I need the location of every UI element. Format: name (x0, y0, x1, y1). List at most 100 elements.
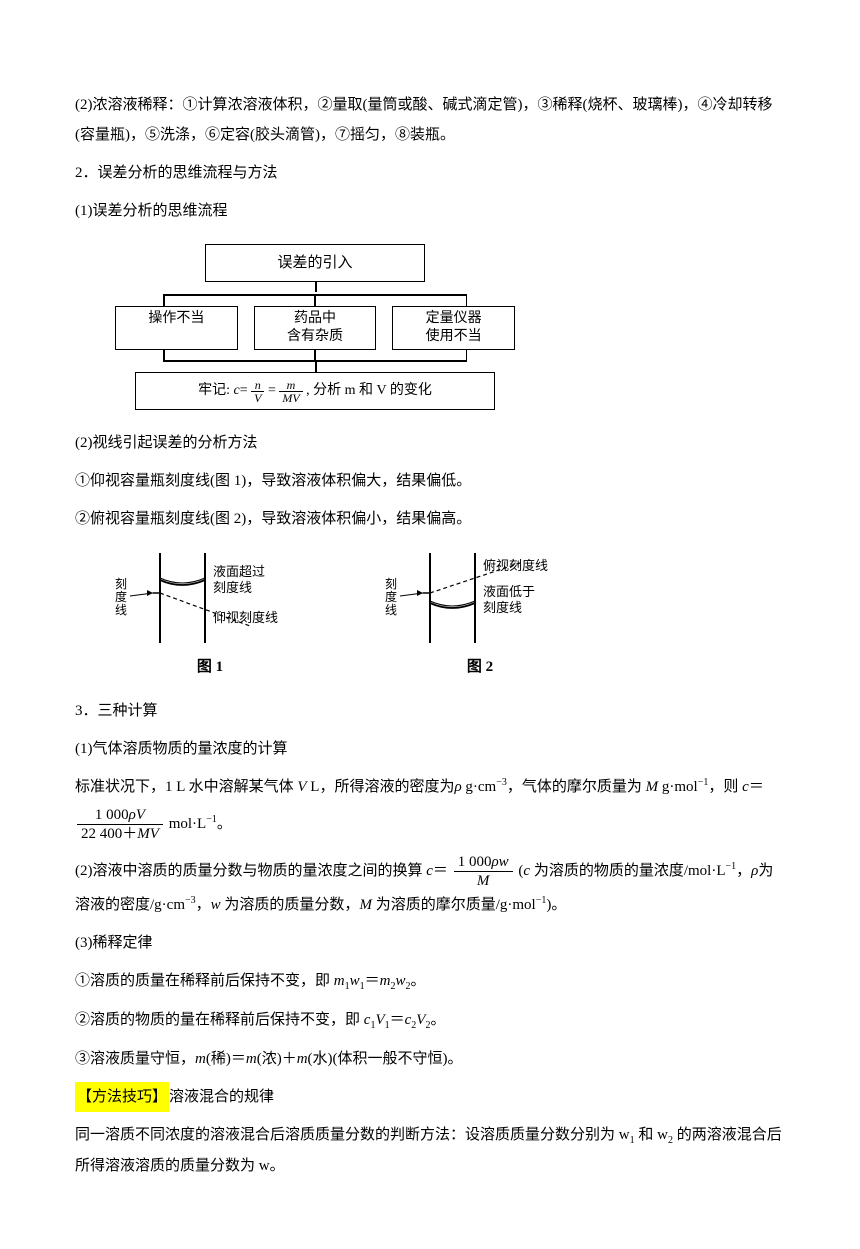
fraction-2: 1 000ρw M (454, 853, 513, 890)
flowchart-middle-row: 操作不当 药品中 含有杂质 定量仪器 使用不当 (115, 306, 515, 350)
paragraph-1-1: (1)误差分析的思维流程 (75, 196, 785, 226)
t: )。 (546, 897, 566, 913)
v: m (334, 973, 345, 989)
paragraph-look-up: ①仰视容量瓶刻度线(图 1)，导致溶液体积偏大，结果偏低。 (75, 466, 785, 496)
t: (水)(体积一般不守恒)。 (308, 1051, 463, 1067)
sight-caption-1: 图 1 (115, 652, 305, 682)
sup: −1 (726, 861, 737, 872)
var-V: V (297, 779, 306, 795)
paragraph-law-2: ②溶质的物质的量在稀释前后保持不变，即 c1V1＝c2V2。 (75, 1005, 785, 1036)
flowchart-box-1: 操作不当 (115, 306, 238, 350)
sup: −1 (698, 777, 709, 788)
flowchart-bottom-box: 牢记: c= nV = mMV , 分析 m 和 V 的变化 (135, 372, 495, 410)
flowchart-connector-bot (115, 362, 515, 372)
t: 。 (411, 973, 426, 989)
t: 。 (430, 1012, 445, 1028)
sight-svg-2: 刻 度 线 俯视刻度线 液面低于 刻度线 (385, 548, 575, 648)
svg-text:线: 线 (385, 603, 397, 617)
paragraph-law-1: ①溶质的质量在稀释前后保持不变，即 m1w1＝m2w2。 (75, 966, 785, 997)
t: ②溶质的物质的量在稀释前后保持不变，即 (75, 1012, 364, 1028)
var-rho: ρ (454, 779, 461, 795)
svg-text:刻度线: 刻度线 (213, 580, 252, 595)
eq: ＝ (390, 1012, 405, 1028)
t: (浓)＋ (257, 1051, 297, 1067)
v: m (246, 1051, 257, 1067)
flowchart-box-2: 药品中 含有杂质 (254, 306, 377, 350)
var-M: M (646, 779, 659, 795)
svg-text:刻: 刻 (385, 577, 397, 591)
t: ③溶液质量守恒， (75, 1051, 195, 1067)
svg-text:线: 线 (115, 603, 127, 617)
method-tip-text: 溶液混合的规律 (169, 1089, 274, 1105)
eq-sign: = (240, 383, 248, 398)
flowchart-top-box: 误差的引入 (205, 244, 425, 282)
highlight-box: 【方法技巧】 (75, 1082, 169, 1112)
v: m (297, 1051, 308, 1067)
flowchart-vlines2 (115, 350, 515, 360)
sight-figure-1: 刻 度 线 液面超过 刻度线 仰视刻度线 图 1 (115, 548, 305, 682)
svg-text:度: 度 (115, 589, 127, 604)
t: ，气体的摩尔质量为 (507, 779, 646, 795)
sup: −3 (185, 895, 196, 906)
frac-num2: m (279, 379, 302, 392)
paragraph-dilution-steps: (2)浓溶液稀释：①计算浓溶液体积，②量取(量筒或酸、碱式滴定管)，③稀释(烧杯… (75, 90, 785, 150)
flowchart-vlines (115, 296, 515, 306)
eq: ＝ (433, 863, 448, 879)
var-c: c (742, 779, 749, 795)
paragraph-3-2: (2)溶液中溶质的质量分数与物质的量浓度之间的换算 c＝ 1 000ρw M (… (75, 853, 785, 920)
t: 同一溶质不同浓度的溶液混合后溶质质量分数的判断方法：设溶质质量分数分别为 w (75, 1127, 630, 1143)
var-w: w (211, 897, 221, 913)
v: V (375, 1012, 384, 1028)
v: w (350, 973, 360, 989)
flowchart-box-3: 定量仪器 使用不当 (392, 306, 515, 350)
text-surface-under: 液面低于 (483, 584, 535, 599)
var-c: c (426, 863, 433, 879)
eq-sign2: = (268, 383, 276, 398)
paragraph-3-1: (1)气体溶质物质的量浓度的计算 (75, 734, 785, 764)
text-surface-over: 液面超过 (213, 564, 265, 579)
fraction-num: 1 000ρw (454, 853, 513, 872)
sight-caption-2: 图 2 (385, 652, 575, 682)
eq: ＝ (749, 779, 764, 795)
svg-text:度: 度 (385, 589, 397, 604)
frac-den: V (251, 392, 264, 404)
t: 。 (217, 816, 232, 832)
t: ， (196, 897, 211, 913)
sight-svg-1: 刻 度 线 液面超过 刻度线 仰视刻度线 (115, 548, 305, 648)
text-look-down: 俯视刻度线 (483, 558, 548, 573)
fraction-den: M (454, 872, 513, 890)
paragraph-2-2: (2)视线引起误差的分析方法 (75, 428, 785, 458)
paragraph-3-3: (3)稀释定律 (75, 928, 785, 958)
t: ， (736, 863, 751, 879)
t: g·cm (462, 779, 497, 795)
t: mol·L (169, 816, 207, 832)
frac-num: n (251, 379, 264, 392)
flowchart-bottom-pre: 牢记: (198, 383, 233, 398)
t: 为溶质的摩尔质量/g·mol (372, 897, 536, 913)
sight-figure-2: 刻 度 线 俯视刻度线 液面低于 刻度线 图 2 (385, 548, 575, 682)
method-tip-heading: 【方法技巧】溶液混合的规律 (75, 1082, 785, 1112)
t: 为溶质的物质的量浓度/mol·L (530, 863, 725, 879)
t: L，所得溶液的密度为 (307, 779, 455, 795)
error-flowchart: 误差的引入 操作不当 药品中 含有杂质 定量仪器 使用不当 牢记: c= nV … (115, 244, 515, 410)
var-M: M (359, 897, 372, 913)
heading-3: 3．三种计算 (75, 696, 785, 726)
v: m (195, 1051, 206, 1067)
t: ，则 (708, 779, 742, 795)
v: m (380, 973, 391, 989)
text-look-up: 仰视刻度线 (213, 610, 278, 625)
t: (稀)＝ (206, 1051, 246, 1067)
paragraph-mixing: 同一溶质不同浓度的溶液混合后溶质质量分数的判断方法：设溶质质量分数分别为 w1 … (75, 1120, 785, 1181)
t: (2)溶液中溶质的质量分数与物质的量浓度之间的换算 (75, 863, 426, 879)
paragraph-look-down: ②俯视容量瓶刻度线(图 2)，导致溶液体积偏小，结果偏高。 (75, 504, 785, 534)
t: ①溶质的质量在稀释前后保持不变，即 (75, 973, 334, 989)
fraction-line: 1 000ρV 22 400＋MV mol·L−1。 (75, 806, 785, 843)
fraction-den: 22 400＋MV (77, 825, 163, 843)
flowchart-frac2: mMV (279, 379, 302, 404)
frac-den2: MV (279, 392, 302, 404)
flowchart-bottom-post: , 分析 m 和 V 的变化 (306, 383, 432, 398)
paragraph-law-3: ③溶液质量守恒，m(稀)＝m(浓)＋m(水)(体积一般不守恒)。 (75, 1044, 785, 1074)
eq: ＝ (365, 973, 380, 989)
label-scale-1: 刻 (115, 577, 127, 591)
t: 和 w (635, 1127, 668, 1143)
